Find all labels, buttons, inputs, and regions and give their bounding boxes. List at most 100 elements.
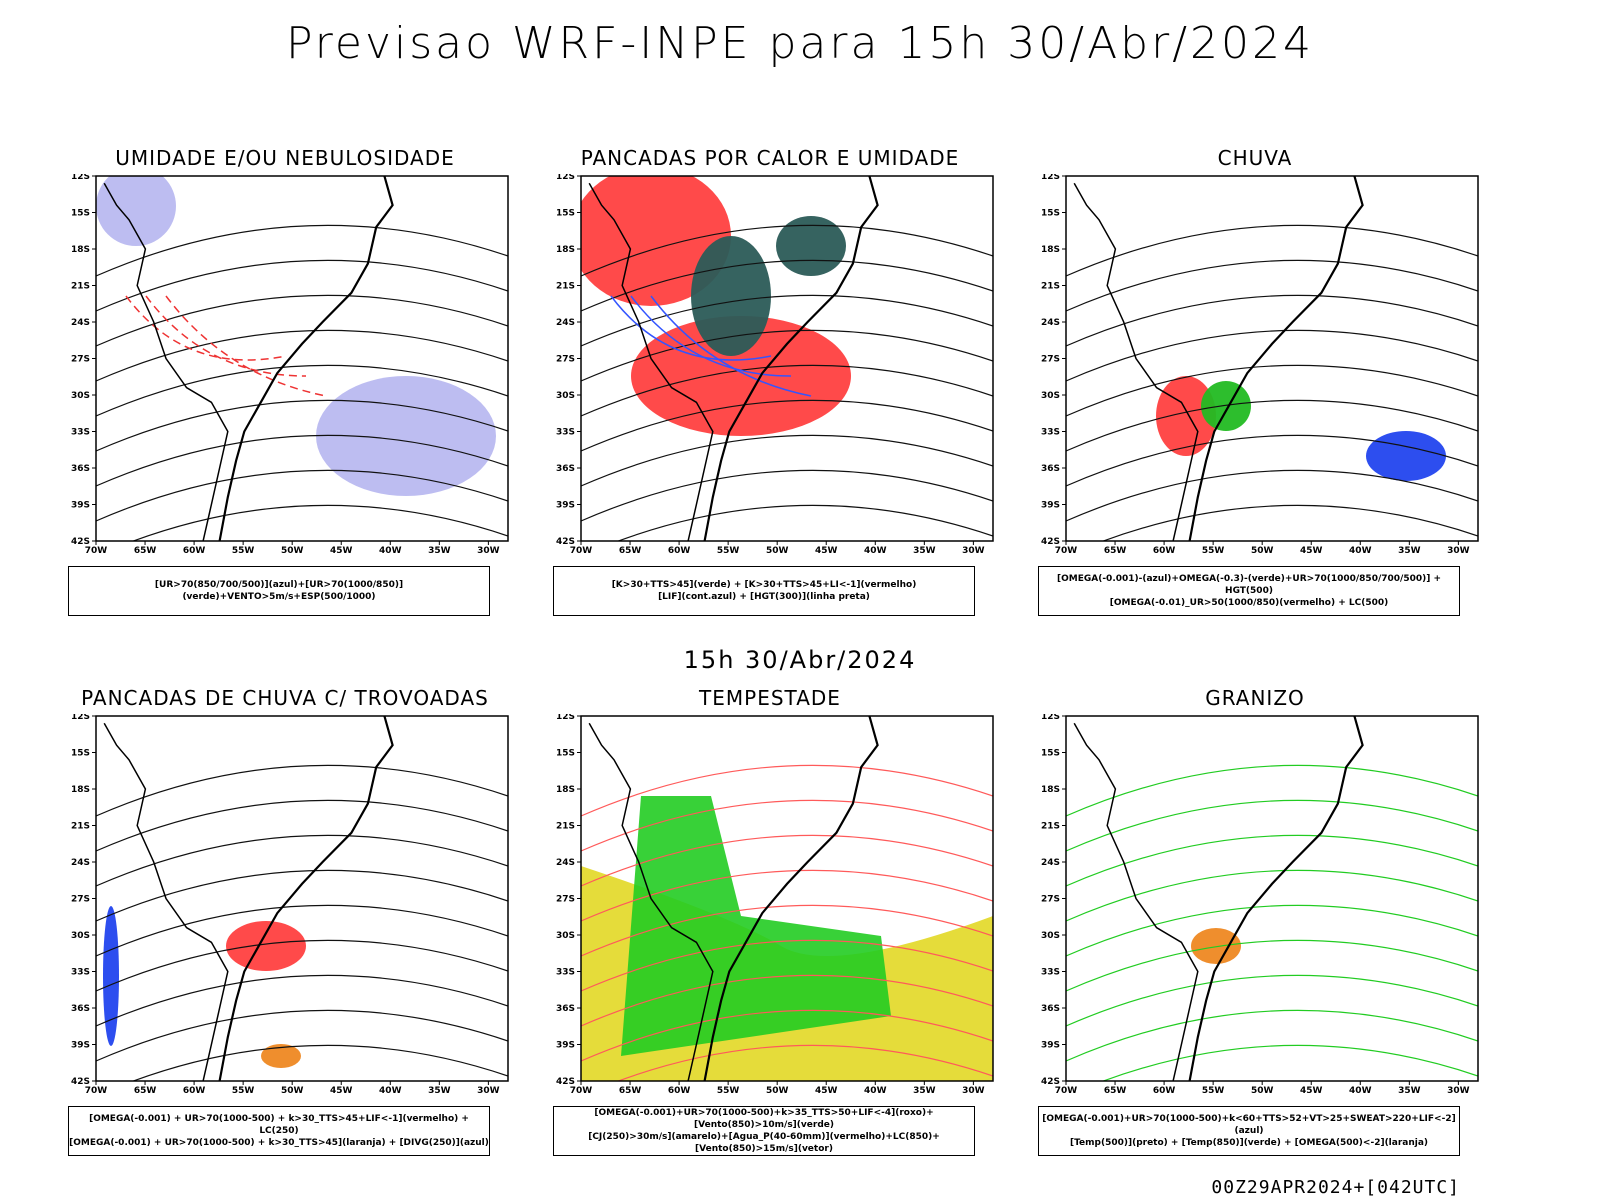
coastline bbox=[218, 716, 394, 1081]
lon-label: 50W bbox=[281, 546, 304, 556]
lat-label: 15S bbox=[71, 209, 90, 219]
lon-label: 50W bbox=[1251, 1086, 1274, 1096]
isoline bbox=[125, 295, 287, 361]
lat-label: 27S bbox=[71, 355, 90, 365]
lon-label: 40W bbox=[379, 1086, 402, 1096]
omega-area bbox=[1191, 928, 1241, 964]
lon-label: 60W bbox=[183, 1086, 206, 1096]
panel-title: GRANIZO bbox=[1205, 686, 1305, 710]
border-line bbox=[103, 182, 229, 541]
isoline bbox=[610, 295, 772, 361]
contour-line bbox=[616, 504, 993, 541]
lon-label: 45W bbox=[330, 1086, 353, 1096]
lat-label: 27S bbox=[556, 355, 575, 365]
contour-line bbox=[96, 434, 508, 487]
panel-tempestade: TEMPESTADE 12S 15S 18S 21S 24S 27S 30S 33S 36S 39… bbox=[535, 686, 1005, 1161]
lon-label: 45W bbox=[330, 546, 353, 556]
lat-label: 42S bbox=[71, 537, 90, 547]
lat-label: 30S bbox=[556, 931, 575, 941]
lon-label: 35W bbox=[428, 546, 451, 556]
legend-box: [OMEGA(-0.001)-(azul)+OMEGA(-0.3)-(verde… bbox=[1038, 566, 1460, 616]
lat-label: 27S bbox=[1041, 895, 1060, 905]
lat-label: 18S bbox=[556, 785, 575, 795]
contour-line bbox=[96, 259, 508, 312]
lat-label: 39S bbox=[556, 501, 575, 511]
contour-line bbox=[1101, 504, 1478, 541]
panel-title: CHUVA bbox=[1217, 146, 1293, 170]
humidity-area bbox=[316, 376, 496, 496]
isoline bbox=[145, 295, 307, 377]
contour-line bbox=[1066, 259, 1478, 312]
contour-line bbox=[96, 469, 508, 522]
panel-pancadas-trovoadas: PANCADAS DE CHUVA C/ TROVOADAS 12S 15S 18S… bbox=[50, 686, 520, 1161]
rain-area bbox=[1201, 381, 1251, 431]
contour-line bbox=[581, 259, 993, 312]
lat-label: 15S bbox=[71, 749, 90, 759]
lat-label: 24S bbox=[71, 858, 90, 868]
lon-label: 40W bbox=[379, 546, 402, 556]
footer-run-info: 00Z29APR2024+[042UTC] bbox=[1211, 1177, 1460, 1198]
lon-label: 70W bbox=[570, 1086, 593, 1096]
lat-label: 42S bbox=[1041, 537, 1060, 547]
legend-box: [OMEGA(-0.001)+UR>70(1000-500)+k>35_TTS>… bbox=[553, 1106, 975, 1156]
lat-label: 24S bbox=[1041, 858, 1060, 868]
lon-label: 35W bbox=[913, 546, 936, 556]
coastline bbox=[1188, 176, 1364, 541]
lat-label: 24S bbox=[556, 858, 575, 868]
lon-label: 55W bbox=[1202, 1086, 1225, 1096]
lat-label: 36S bbox=[71, 464, 90, 474]
field-layer bbox=[581, 716, 993, 1081]
contour-line bbox=[96, 869, 508, 922]
contour-line bbox=[96, 364, 508, 417]
contour-line bbox=[96, 224, 508, 277]
lon-label: 65W bbox=[619, 546, 642, 556]
lat-label: 30S bbox=[71, 931, 90, 941]
panel-granizo: GRANIZO 12S 15S 18S 21S 24S 27S 30S 33S 36S 39S 42… bbox=[1020, 686, 1490, 1161]
lon-label: 60W bbox=[668, 546, 691, 556]
lat-label: 18S bbox=[71, 785, 90, 795]
lat-label: 12S bbox=[1041, 174, 1060, 182]
lon-label: 45W bbox=[815, 546, 838, 556]
lon-label: 65W bbox=[1104, 546, 1127, 556]
isoline bbox=[650, 295, 812, 397]
lon-label: 40W bbox=[864, 546, 887, 556]
lat-label: 39S bbox=[1041, 1041, 1060, 1051]
lon-label: 30W bbox=[1447, 546, 1470, 556]
lat-label: 33S bbox=[556, 428, 575, 438]
contour-line bbox=[581, 1009, 993, 1062]
main-title: Previsao WRF-INPE para 15h 30/Abr/2024 bbox=[285, 18, 1314, 69]
storm-area bbox=[261, 1044, 301, 1068]
contour-line bbox=[1066, 834, 1478, 887]
lon-label: 35W bbox=[1398, 1086, 1421, 1096]
legend-line: [LIF](cont.azul) + [HGT(300)](linha pret… bbox=[658, 592, 870, 602]
lat-label: 36S bbox=[556, 464, 575, 474]
contour-line bbox=[1066, 224, 1478, 277]
lon-label: 60W bbox=[1153, 1086, 1176, 1096]
field-layer bbox=[1066, 716, 1478, 1081]
legend-line: [OMEGA(-0.001)+UR>70(1000-500)+k>35_TTS>… bbox=[594, 1108, 934, 1130]
contour-line bbox=[1066, 329, 1478, 382]
contour-line bbox=[96, 834, 508, 887]
lat-label: 33S bbox=[1041, 428, 1060, 438]
lon-label: 55W bbox=[232, 1086, 255, 1096]
lat-label: 39S bbox=[71, 501, 90, 511]
panel-chuva: CHUVA 12S 15S 18S 21S 24S 27S 30S 33S 36S 39S 42S 7… bbox=[1020, 146, 1490, 621]
lon-label: 40W bbox=[1349, 546, 1372, 556]
lon-label: 65W bbox=[134, 546, 157, 556]
field-layer bbox=[96, 176, 508, 541]
contour-line bbox=[96, 399, 508, 452]
lat-label: 30S bbox=[556, 391, 575, 401]
contour-line bbox=[96, 294, 508, 347]
lon-label: 65W bbox=[1104, 1086, 1127, 1096]
lat-label: 39S bbox=[556, 1041, 575, 1051]
lon-label: 40W bbox=[1349, 1086, 1372, 1096]
lat-label: 21S bbox=[1041, 822, 1060, 832]
panel-title: PANCADAS POR CALOR E UMIDADE bbox=[580, 146, 960, 170]
contour-line bbox=[1066, 364, 1478, 417]
lon-label: 50W bbox=[1251, 546, 1274, 556]
map-frame bbox=[95, 715, 509, 1082]
isoline bbox=[630, 295, 792, 377]
contour-line bbox=[96, 1009, 508, 1062]
lat-label: 36S bbox=[556, 1004, 575, 1014]
